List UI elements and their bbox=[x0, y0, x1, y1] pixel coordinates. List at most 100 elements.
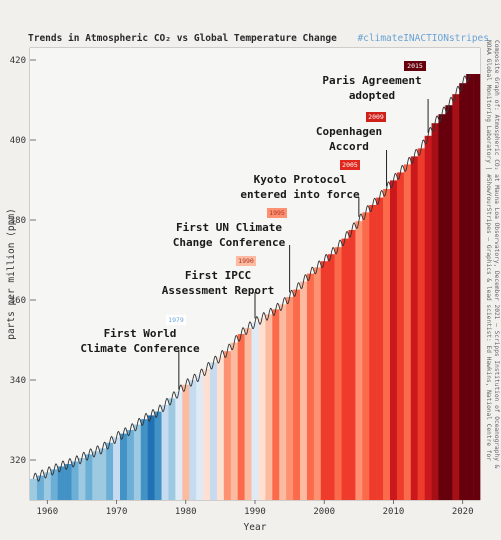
stripe-2002 bbox=[334, 247, 342, 500]
stripe-2020 bbox=[459, 83, 467, 500]
annotation-text-2005-2: entered into force bbox=[240, 188, 360, 201]
stripe-1990 bbox=[251, 322, 259, 500]
annotation-text-2009-1: Copenhagen bbox=[316, 125, 382, 138]
stripe-1997 bbox=[300, 281, 308, 500]
stripe-1978 bbox=[168, 398, 176, 500]
xtick-label-2010: 2010 bbox=[383, 507, 405, 517]
stripe-1995 bbox=[286, 297, 294, 500]
stripe-1993 bbox=[272, 309, 280, 500]
stripe-1967 bbox=[92, 451, 100, 500]
annotation-year-2009: 2009 bbox=[368, 113, 384, 121]
stripe-1972 bbox=[126, 430, 135, 500]
stripe-1985 bbox=[216, 356, 225, 500]
stripe-1966 bbox=[85, 454, 93, 500]
co2-line bbox=[33, 73, 471, 482]
stripe-1968 bbox=[99, 448, 107, 500]
stripe-1998 bbox=[306, 273, 315, 500]
ytick-label-380: 380 bbox=[10, 216, 26, 226]
stripe-1999 bbox=[313, 267, 322, 500]
stripe-1977 bbox=[161, 405, 169, 500]
xtick-label-1970: 1970 bbox=[106, 507, 128, 517]
stripe-1983 bbox=[203, 369, 211, 500]
stripe-1969 bbox=[106, 442, 114, 500]
stripe-1974 bbox=[140, 419, 148, 500]
stripe-2013 bbox=[410, 156, 418, 500]
stripe-1975 bbox=[147, 415, 155, 500]
x-axis-label: Year bbox=[244, 522, 267, 533]
stripe-1971 bbox=[120, 433, 128, 500]
annotation-badge-2015 bbox=[404, 61, 426, 71]
annotation-text-2005-1: Kyoto Protocol bbox=[254, 173, 347, 186]
xtick-label-1960: 1960 bbox=[36, 507, 58, 517]
annotation-badge-2005 bbox=[340, 160, 360, 170]
stripe-1996 bbox=[293, 289, 301, 500]
stripe-1962 bbox=[57, 466, 65, 500]
stripe-2012 bbox=[403, 164, 412, 500]
stripe-1970 bbox=[113, 437, 121, 500]
annotation-text-2015-2: adopted bbox=[349, 89, 395, 102]
annotation-text-1990-1: First IPCC bbox=[185, 269, 251, 282]
stripe-2001 bbox=[327, 254, 335, 500]
annotation-year-2005: 2005 bbox=[342, 161, 358, 169]
stripe-2016 bbox=[431, 123, 439, 500]
annotation-badge-2009 bbox=[366, 112, 386, 122]
stripe-1976 bbox=[154, 411, 162, 500]
stripe-1979 bbox=[175, 391, 183, 500]
stripe-1973 bbox=[133, 424, 142, 500]
hashtag-label: #climateINACTIONstripes bbox=[357, 33, 489, 44]
stripe-2015 bbox=[424, 135, 432, 501]
stripe-2006 bbox=[362, 212, 370, 500]
stripe-1982 bbox=[196, 375, 204, 500]
stripe-2019 bbox=[452, 94, 460, 500]
ytick-label-400: 400 bbox=[10, 136, 26, 146]
annotation-text-1990-2: Assessment Report bbox=[162, 284, 275, 297]
stripe-1992 bbox=[265, 314, 273, 500]
stripe-1988 bbox=[237, 334, 245, 500]
ytick-label-420: 420 bbox=[10, 56, 26, 66]
stripe-1980 bbox=[182, 384, 190, 500]
annotation-text-1995-2: Change Conference bbox=[173, 236, 286, 249]
stripe-1994 bbox=[279, 304, 287, 500]
stripe-1960 bbox=[43, 472, 52, 500]
stripe-1987 bbox=[230, 342, 238, 500]
xtick-label-1980: 1980 bbox=[175, 507, 197, 517]
stripe-2003 bbox=[341, 238, 349, 500]
stripe-1989 bbox=[244, 328, 252, 500]
stripe-1958 bbox=[30, 478, 38, 500]
annotation-year-1995: 1995 bbox=[269, 209, 285, 217]
annotation-text-1979-2: Climate Conference bbox=[80, 342, 200, 355]
stripe-2010 bbox=[390, 180, 398, 500]
stripe-1981 bbox=[189, 380, 197, 500]
stripe-1991 bbox=[258, 318, 266, 500]
stripe-2005 bbox=[355, 221, 363, 500]
stripe-2017 bbox=[438, 114, 446, 500]
stripe-2014 bbox=[417, 148, 425, 500]
stripe-2004 bbox=[348, 230, 356, 500]
annotation-text-2009-2: Accord bbox=[329, 140, 369, 153]
stripe-2007 bbox=[369, 205, 377, 500]
y-axis-label: parts per million (ppm) bbox=[6, 208, 17, 340]
stripe-2000 bbox=[320, 261, 328, 500]
annotation-year-2015: 2015 bbox=[407, 62, 423, 70]
stripe-2011 bbox=[396, 172, 405, 500]
stripe-1984 bbox=[210, 362, 218, 500]
annotation-badge-1995 bbox=[267, 208, 287, 218]
annotation-badge-1990 bbox=[236, 256, 256, 266]
ytick-label-340: 340 bbox=[10, 376, 26, 386]
ytick-label-360: 360 bbox=[10, 296, 26, 306]
annotation-year-1990: 1990 bbox=[238, 257, 254, 265]
annotation-badge-1979 bbox=[166, 315, 186, 325]
annotation-text-2015-1: Paris Agreement bbox=[322, 74, 421, 87]
xtick-label-2020: 2020 bbox=[452, 507, 474, 517]
stripe-2021 bbox=[466, 74, 474, 500]
stripe-2022 bbox=[473, 74, 481, 500]
stripe-1959 bbox=[36, 475, 45, 500]
stripe-1963 bbox=[64, 464, 72, 500]
chart-title: Trends in Atmospheric CO₂ vs Global Temp… bbox=[28, 33, 337, 44]
xtick-label-1990: 1990 bbox=[244, 507, 266, 517]
stripe-1961 bbox=[50, 469, 58, 500]
annotation-text-1979-1: First World bbox=[104, 327, 177, 340]
xtick-label-2000: 2000 bbox=[313, 507, 335, 517]
stripe-1964 bbox=[71, 461, 79, 500]
